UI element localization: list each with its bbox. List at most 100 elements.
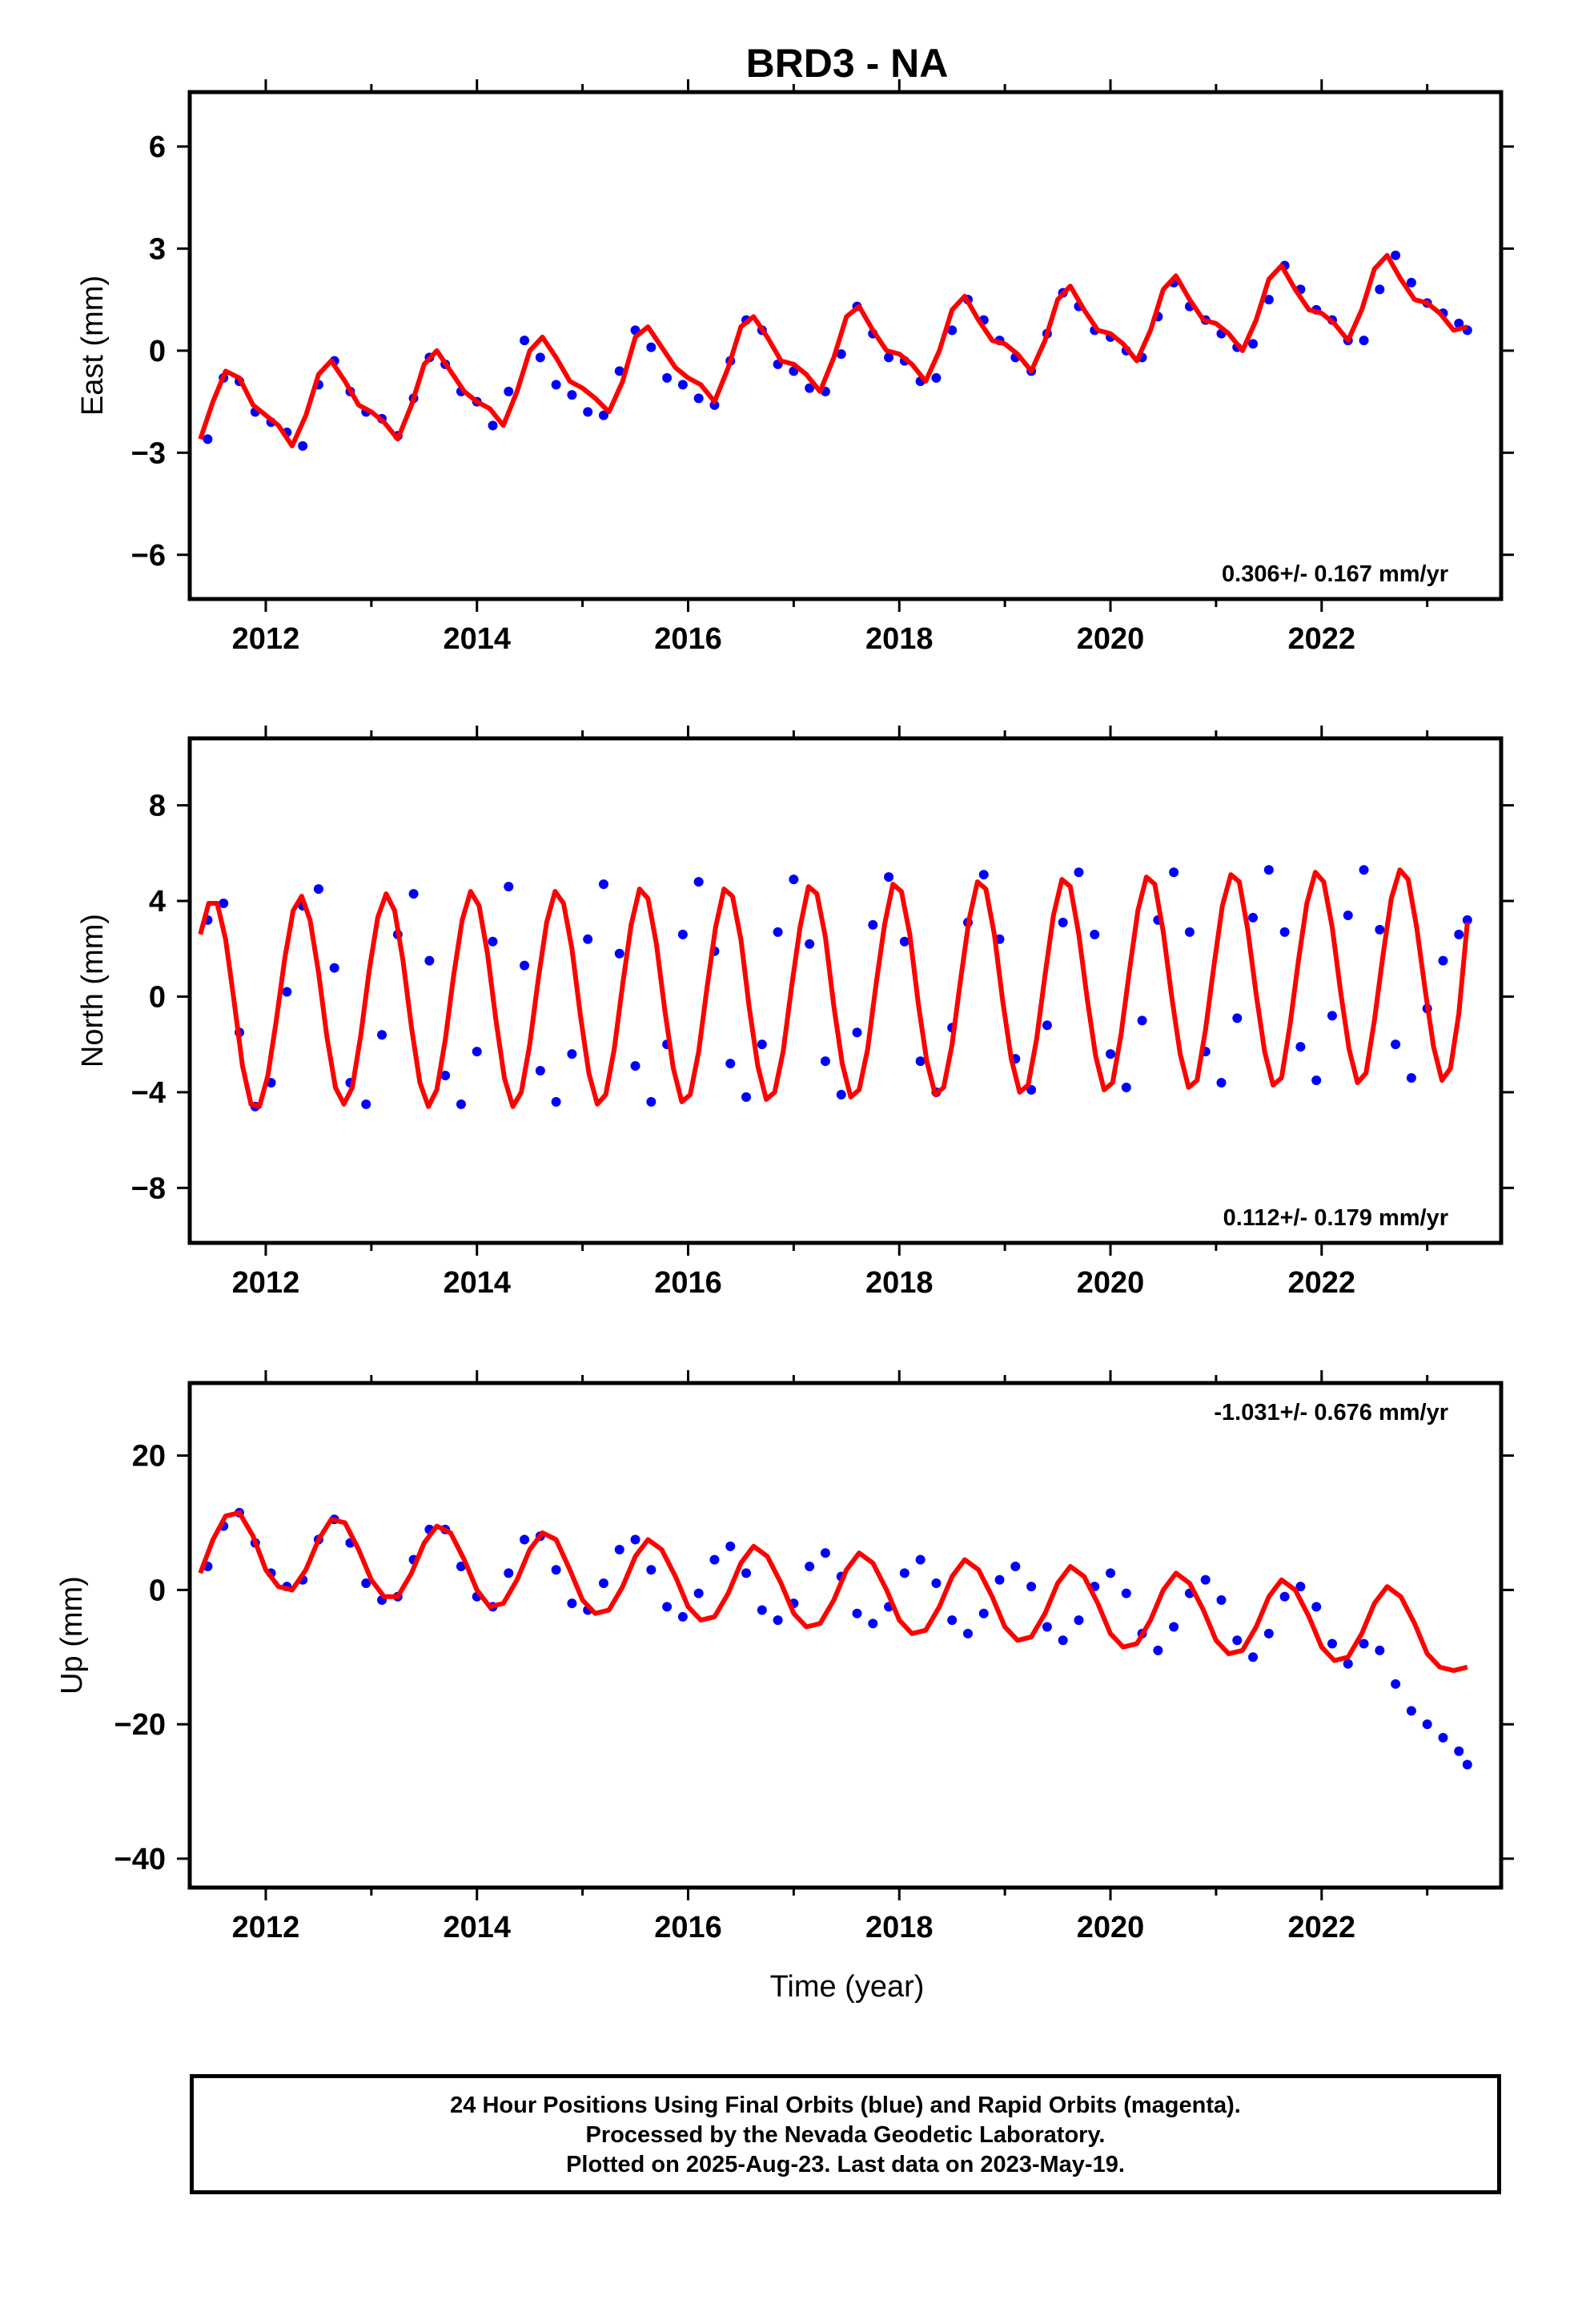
north-x-tick-label: 2022 — [1288, 1266, 1356, 1300]
up-y-axis-label: Up (mm) — [55, 1576, 89, 1695]
north-data-point — [1137, 1015, 1147, 1026]
north-data-point — [424, 955, 435, 966]
north-data-point — [1438, 955, 1448, 966]
north-data-point — [630, 1061, 640, 1072]
north-data-point — [725, 1059, 736, 1069]
east-x-tick-label: 2018 — [865, 622, 934, 656]
east-x-tick-label: 2012 — [232, 622, 300, 656]
north-data-point — [1327, 1011, 1337, 1021]
east-y-tick-label: 6 — [149, 131, 166, 164]
north-data-point — [313, 884, 323, 895]
up-data-point — [646, 1565, 656, 1575]
east-data-point — [662, 372, 673, 383]
north-y-axis-label: North (mm) — [76, 914, 110, 1068]
up-data-point — [1042, 1622, 1052, 1632]
east-data-point — [931, 372, 942, 383]
east-data-point — [520, 336, 530, 346]
east-y-tick-label: −6 — [131, 539, 166, 573]
north-data-point — [1454, 929, 1464, 939]
up-data-point — [1058, 1635, 1068, 1646]
north-data-point — [915, 1056, 926, 1067]
up-data-point — [1074, 1615, 1084, 1626]
east-y-axis-label: East (mm) — [76, 275, 110, 416]
north-data-point — [1375, 924, 1385, 935]
north-x-tick-label: 2018 — [865, 1266, 934, 1300]
east-y-tick-label: 3 — [149, 232, 166, 266]
figure-title: BRD3 - NA — [746, 41, 949, 86]
east-data-point — [1406, 277, 1416, 287]
up-data-point — [820, 1548, 830, 1558]
north-data-point — [677, 929, 688, 939]
up-data-point — [947, 1615, 958, 1626]
up-data-point — [1010, 1562, 1021, 1572]
up-data-point — [361, 1578, 371, 1588]
north-data-point — [1359, 865, 1369, 875]
east-data-point — [488, 420, 498, 431]
up-y-tick-label: −20 — [114, 1708, 166, 1742]
up-data-point — [1121, 1588, 1131, 1598]
north-panel: 2012 2014 2016 2018 2020 2022 −8 −4 0 4 8 North (mm… — [76, 726, 1514, 1300]
north-data-point — [551, 1096, 561, 1107]
up-panel: 2012 2014 2016 2018 2020 2022 −40 −20 0 20 Up (mm)… — [55, 1370, 1514, 1944]
east-y-tick-label: −3 — [131, 436, 166, 470]
up-data-point — [1454, 1746, 1464, 1756]
east-data-point — [598, 410, 608, 420]
up-data-point — [1375, 1645, 1385, 1655]
north-data-point — [567, 1049, 577, 1059]
north-data-point — [1106, 1049, 1116, 1059]
north-data-point — [472, 1047, 482, 1057]
north-y-tick-label: −8 — [131, 1172, 166, 1205]
north-model-line — [198, 867, 1470, 1109]
east-data-point — [504, 386, 514, 396]
east-data-point — [567, 390, 577, 400]
north-data-point — [820, 1056, 830, 1067]
up-data-point — [773, 1615, 783, 1626]
east-model-line — [198, 252, 1468, 448]
up-x-tick-label: 2022 — [1288, 1911, 1356, 1944]
up-y-tick-label: −40 — [114, 1843, 166, 1876]
north-y-tick-label: −4 — [131, 1076, 166, 1110]
east-data-point — [709, 400, 720, 410]
east-data-point — [677, 380, 688, 390]
north-data-point — [836, 1089, 846, 1100]
north-data-point — [693, 877, 704, 887]
north-data-point — [1184, 927, 1195, 937]
north-plot-frame — [187, 736, 1504, 1245]
north-data-point — [773, 927, 783, 937]
east-x-tick-label: 2016 — [654, 622, 722, 656]
up-data-point — [978, 1608, 989, 1618]
up-data-point — [1026, 1582, 1037, 1592]
north-data-point — [899, 936, 909, 947]
north-data-point — [598, 879, 608, 890]
up-y-tick-label: 20 — [132, 1440, 166, 1474]
east-data-point — [1359, 336, 1369, 346]
x-axis-label: Time (year) — [770, 1970, 925, 2004]
east-data-point — [535, 352, 545, 363]
footer-line-2: Processed by the Nevada Geodetic Laborat… — [585, 2122, 1106, 2148]
north-y-tick-label: 0 — [149, 980, 166, 1014]
up-x-tick-label: 2016 — [654, 1911, 722, 1944]
up-data-point — [915, 1554, 926, 1565]
up-data-point — [1106, 1568, 1116, 1578]
north-data-point — [1090, 929, 1100, 939]
up-data-point — [1279, 1591, 1290, 1602]
up-data-point — [662, 1602, 673, 1612]
north-data-point — [504, 882, 514, 892]
footer-line-1: 24 Hour Positions Using Final Orbits (bl… — [450, 2093, 1241, 2118]
north-data-point — [614, 948, 624, 959]
up-data-point — [520, 1534, 530, 1545]
east-x-tick-label: 2014 — [443, 622, 511, 656]
east-data-point — [1391, 250, 1401, 260]
up-data-point — [1422, 1719, 1432, 1730]
up-x-tick-label: 2014 — [443, 1911, 511, 1944]
north-data-point — [1406, 1072, 1416, 1083]
up-data-point — [709, 1554, 720, 1565]
north-data-point — [535, 1066, 545, 1076]
north-data-point — [361, 1099, 371, 1109]
north-data-point — [1169, 867, 1179, 878]
north-data-point — [1263, 865, 1274, 875]
east-panel: 2012 2014 2016 2018 2020 2022 −6 −3 0 3 6 East (mm)… — [76, 79, 1514, 656]
east-x-tick-label: 2022 — [1288, 622, 1356, 656]
up-data-point — [504, 1568, 514, 1578]
up-y-tick-label: 0 — [149, 1574, 166, 1607]
